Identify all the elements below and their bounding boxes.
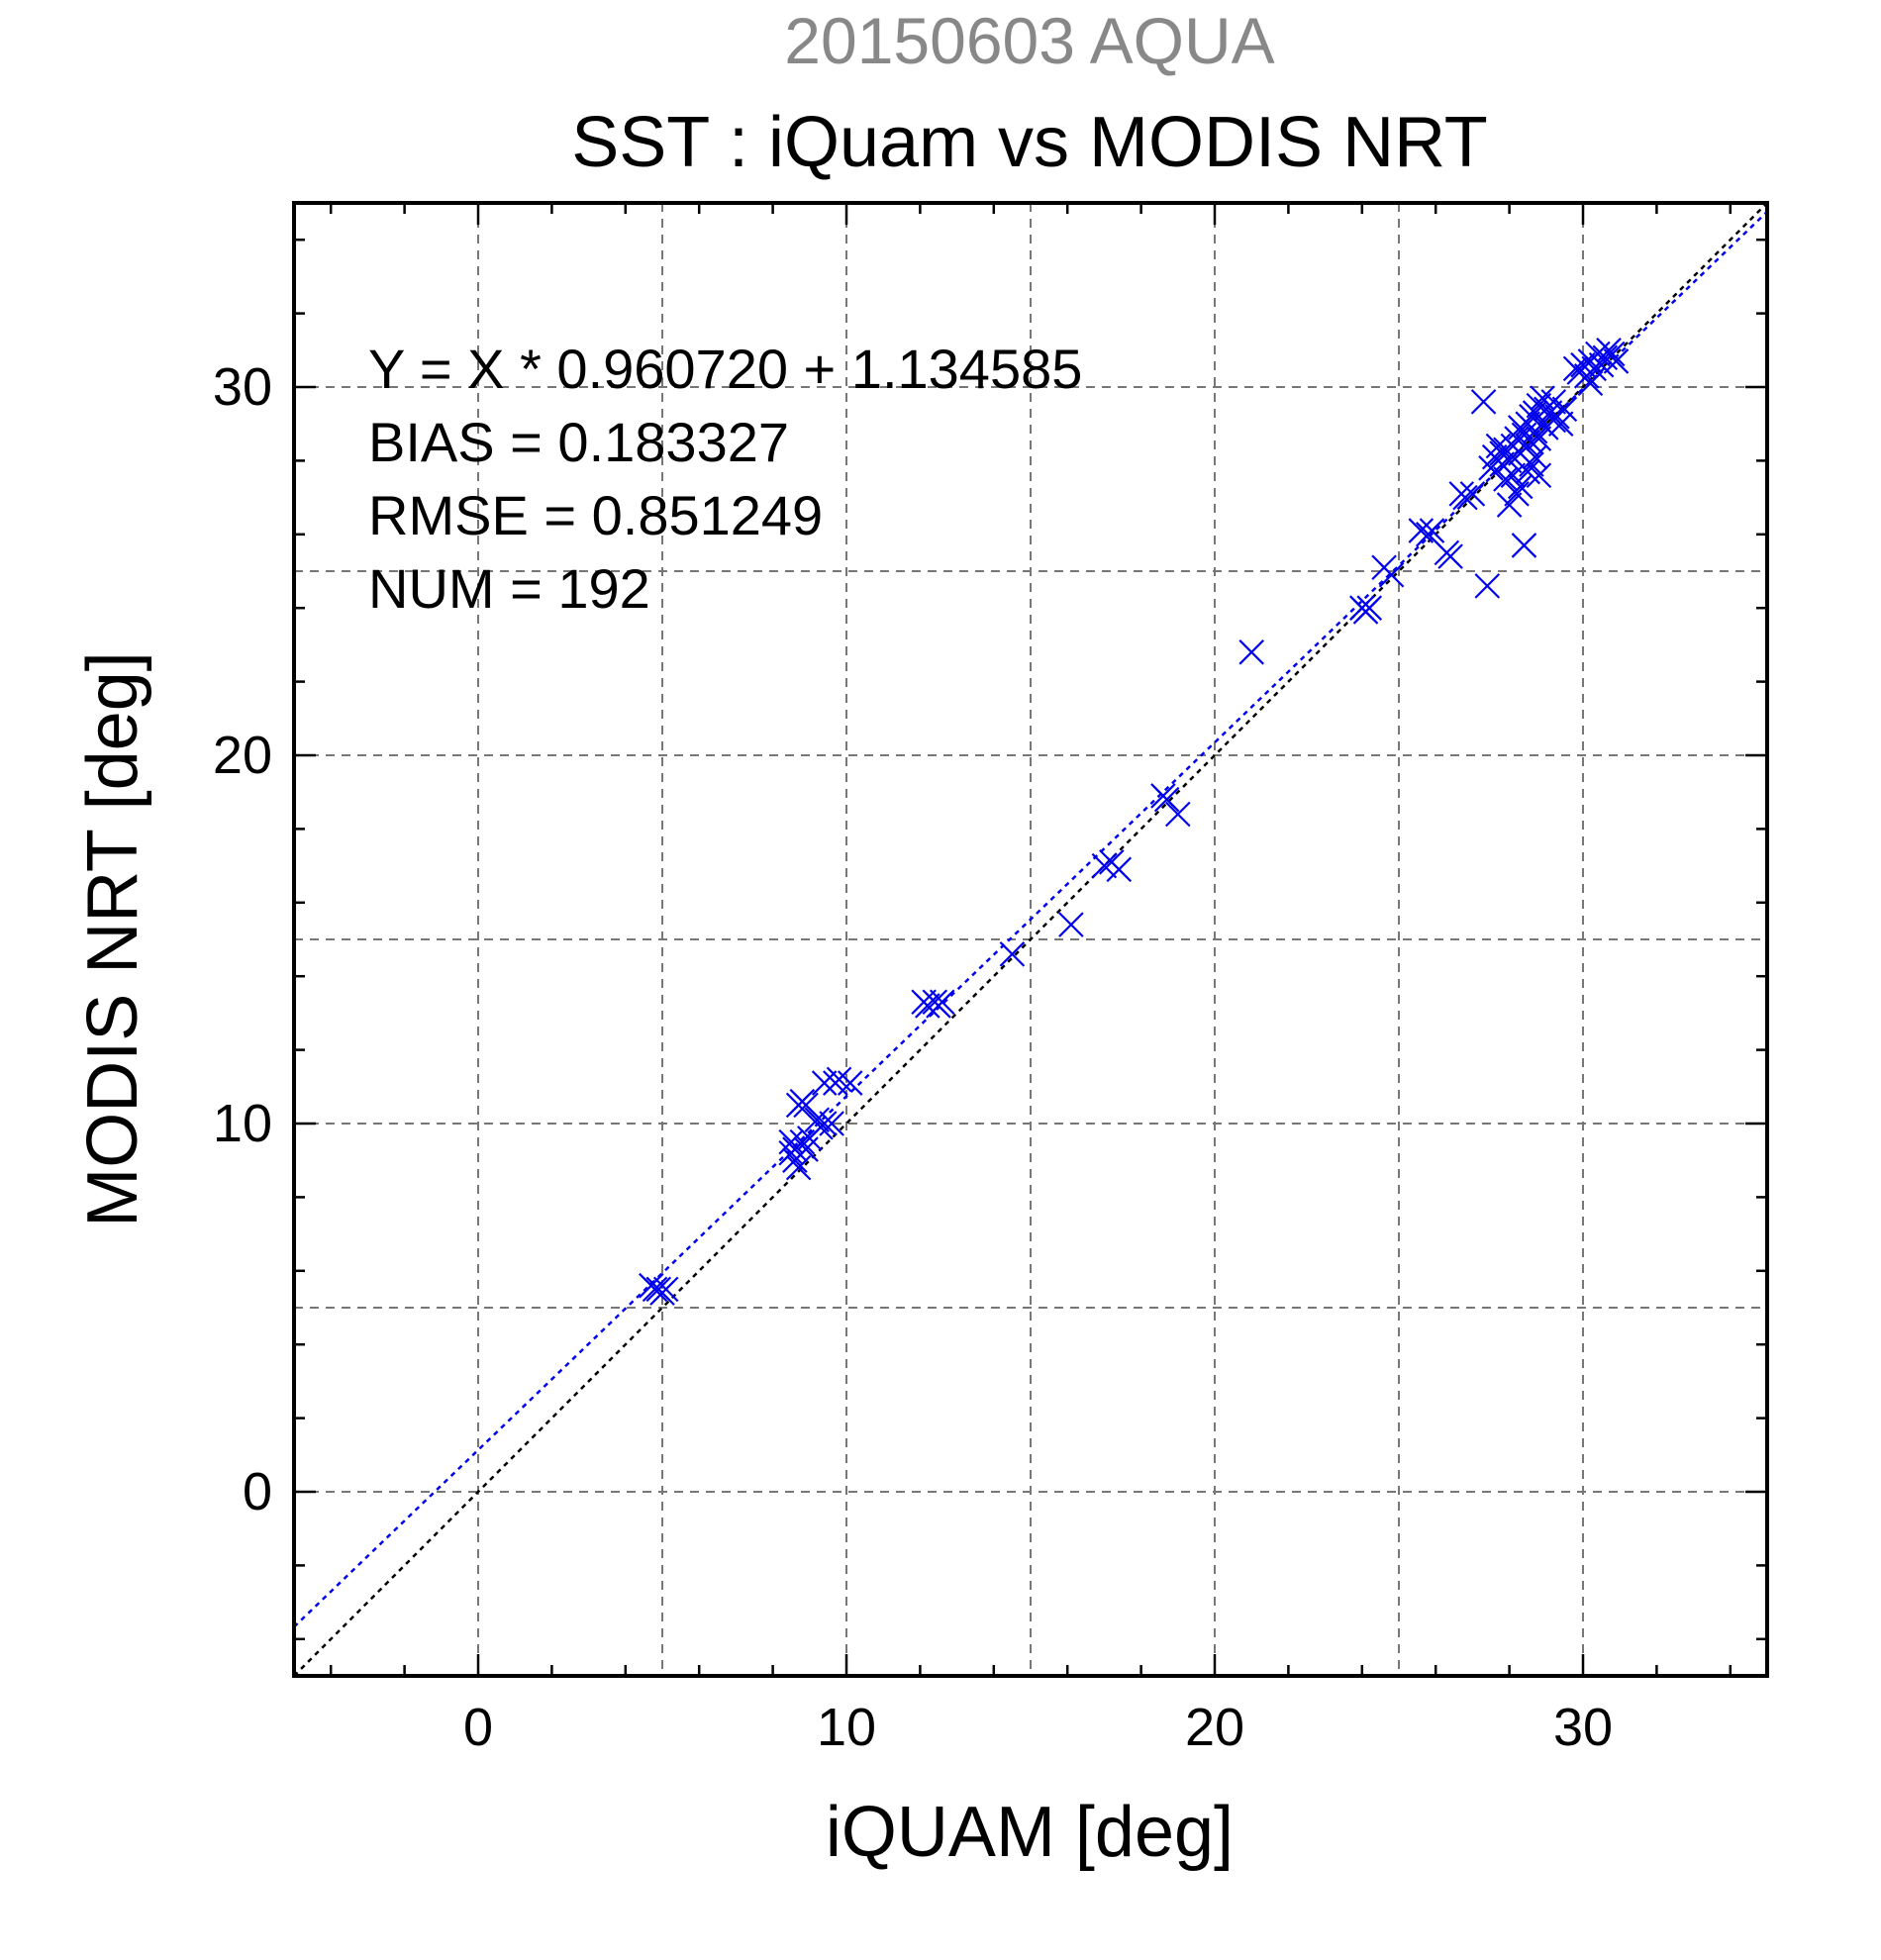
data-point — [1526, 426, 1552, 451]
data-point — [1496, 492, 1523, 518]
chart-title: SST : iQuam vs MODIS NRT — [571, 103, 1488, 182]
data-point — [1165, 801, 1191, 828]
plot-frame — [292, 201, 1769, 1678]
chart-top-title: 20150603 AQUA — [784, 4, 1274, 77]
stats-regression: Y = X * 0.960720 + 1.134585 — [368, 338, 1082, 400]
x-axis-label: iQUAM [deg] — [826, 1793, 1234, 1872]
data-points — [639, 338, 1630, 1306]
data-point — [1474, 573, 1501, 599]
data-point — [1106, 856, 1133, 883]
data-point — [1058, 912, 1084, 937]
stats-num: NUM = 192 — [368, 557, 650, 620]
data-point — [1603, 348, 1630, 374]
data-point — [1419, 518, 1445, 543]
data-point — [1547, 411, 1574, 437]
data-point — [785, 1154, 812, 1181]
data-point — [652, 1276, 679, 1303]
stats-block: Y = X * 0.960720 + 1.134585 BIAS = 0.183… — [368, 338, 1082, 620]
data-point — [915, 993, 940, 1019]
data-point — [819, 1111, 844, 1136]
data-point — [999, 941, 1026, 967]
x-tick-label: 30 — [1553, 1698, 1613, 1757]
x-tick-label: 20 — [1185, 1698, 1244, 1757]
data-point — [811, 1111, 838, 1136]
y-tick-label: 10 — [213, 1094, 272, 1153]
data-point — [1452, 484, 1478, 511]
axis-ticks — [294, 203, 1767, 1676]
data-point — [1091, 852, 1118, 879]
data-point — [1378, 561, 1405, 588]
stats-bias: BIAS = 0.183327 — [368, 411, 789, 473]
y-axis-label: MODIS NRT [deg] — [73, 651, 152, 1227]
data-point — [811, 1070, 838, 1096]
y-tick-label: 20 — [213, 726, 272, 785]
data-point — [1470, 389, 1497, 415]
data-point — [1356, 595, 1383, 621]
fit-line — [293, 211, 1768, 1628]
data-point — [1153, 786, 1180, 813]
data-point — [1437, 543, 1463, 569]
data-point — [1511, 533, 1537, 558]
data-point — [929, 989, 955, 1016]
data-point — [1540, 389, 1567, 415]
y-tick-label: 30 — [213, 357, 272, 417]
data-point — [1551, 396, 1578, 423]
grid — [294, 203, 1767, 1676]
data-point — [789, 1128, 816, 1155]
x-tick-label: 10 — [817, 1698, 876, 1757]
data-point — [1577, 370, 1604, 397]
data-point — [1408, 518, 1435, 543]
x-tick-label: 0 — [463, 1698, 493, 1757]
reference-lines — [293, 202, 1768, 1677]
data-point — [1599, 341, 1626, 367]
data-point — [642, 1276, 668, 1303]
data-point — [804, 1107, 831, 1133]
data-point — [1519, 451, 1544, 477]
data-point — [1504, 481, 1530, 507]
tick-labels: 0 10 20 30 0 10 20 30 — [213, 357, 1613, 1757]
data-point — [1459, 481, 1486, 507]
data-point — [1496, 447, 1523, 474]
data-point — [1507, 473, 1534, 500]
data-point — [1238, 639, 1264, 665]
identity-line — [293, 202, 1768, 1677]
data-point — [1526, 462, 1552, 489]
stats-rmse: RMSE = 0.851249 — [368, 484, 823, 546]
y-tick-label: 0 — [243, 1462, 272, 1521]
data-point — [837, 1070, 863, 1096]
